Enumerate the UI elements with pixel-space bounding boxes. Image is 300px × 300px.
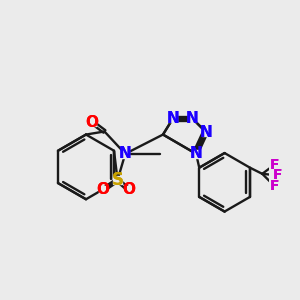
Bar <box>274 172 281 179</box>
Text: O: O <box>123 182 136 197</box>
Bar <box>88 118 96 126</box>
Text: N: N <box>119 146 132 161</box>
Text: N: N <box>200 125 212 140</box>
Text: F: F <box>270 179 279 193</box>
Text: N: N <box>186 111 199 126</box>
Bar <box>99 186 107 194</box>
Text: F: F <box>273 168 282 182</box>
Bar <box>202 128 210 136</box>
Bar <box>122 150 129 158</box>
Bar <box>188 115 196 122</box>
Text: N: N <box>190 146 202 161</box>
Text: S: S <box>112 171 124 189</box>
Bar <box>271 183 278 190</box>
Bar <box>169 115 177 122</box>
Text: N: N <box>200 125 212 140</box>
Text: N: N <box>119 146 132 161</box>
Text: O: O <box>96 182 110 197</box>
Bar <box>271 161 278 168</box>
Text: S: S <box>112 171 124 189</box>
Text: F: F <box>270 179 279 193</box>
Text: O: O <box>96 182 110 197</box>
Text: F: F <box>270 158 279 172</box>
Text: O: O <box>86 115 99 130</box>
Text: F: F <box>270 158 279 172</box>
Text: N: N <box>186 111 199 126</box>
Bar <box>125 186 133 194</box>
Text: N: N <box>167 111 179 126</box>
Text: N: N <box>190 146 202 161</box>
Bar <box>113 176 122 184</box>
Bar <box>192 150 200 158</box>
Text: O: O <box>123 182 136 197</box>
Text: N: N <box>167 111 179 126</box>
Text: F: F <box>273 168 282 182</box>
Text: O: O <box>86 115 99 130</box>
